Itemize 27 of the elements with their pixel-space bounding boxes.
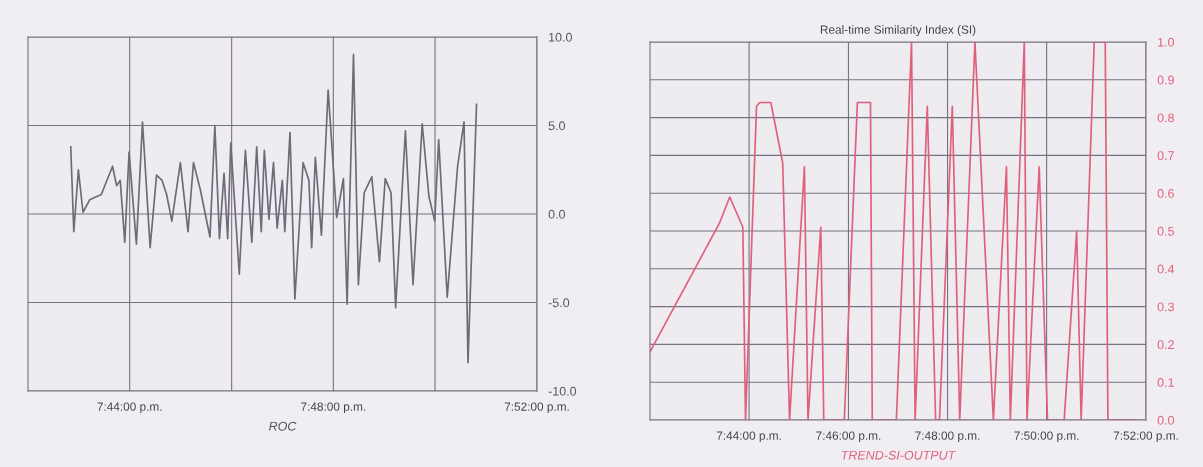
y-tick-label: -5.0 [548,298,570,308]
y-tick-label: 0.3 [1157,302,1174,312]
y-tick-label: 0.9 [1157,75,1174,85]
x-tick-label: 7:44:00 p.m. [716,431,781,443]
y-tick-label: 1.0 [1158,37,1174,47]
chart-title: Real-time Similarity Index (SI) [820,25,976,37]
y-tick-label: 0.5 [1157,226,1174,236]
y-tick-label: 0.7 [1157,151,1174,161]
y-tick-label: 0.0 [548,209,565,219]
y-tick-label: 0.1 [1157,378,1174,387]
x-tick-label: 7:48:00 p.m. [915,431,980,443]
y-tick-label: 0.6 [1157,189,1174,198]
x-tick-label: 7:52:00 p.m. [1113,431,1178,443]
x-axis-title: ROC [269,421,297,431]
x-tick-label: 7:50:00 p.m. [1014,431,1079,443]
x-tick-label: 7:48:00 p.m. [301,402,366,414]
x-axis-title: TREND-SI-OUTPUT [841,450,957,460]
x-tick-label: 7:44:00 p.m. [97,402,162,414]
y-tick-label: 0.8 [1157,113,1174,123]
y-tick-label: 10.0 [549,32,572,42]
x-tick-label: 7:52:00 p.m. [504,402,569,414]
x-tick-label: 7:46:00 p.m. [816,431,881,443]
y-tick-label: 0.4 [1157,264,1175,274]
y-tick-label: 0.2 [1157,340,1174,350]
y-tick-label: 0.0 [1157,415,1174,425]
y-tick-label: -10.0 [548,386,577,396]
y-tick-label: 5.0 [548,121,565,131]
